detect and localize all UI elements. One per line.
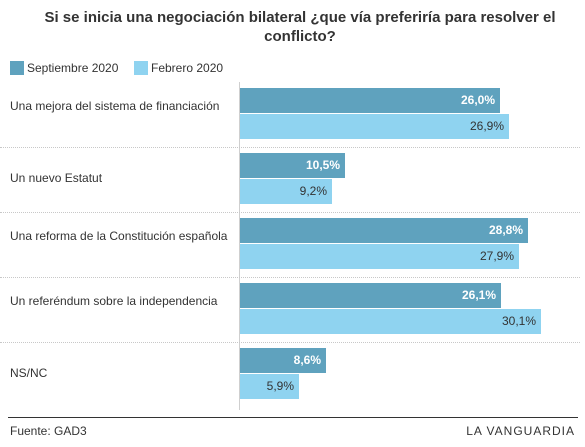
data-label-febrero-2020-un-nuevo-estatut: 9,2% [299,184,327,198]
category-separator [0,342,580,343]
bar-septiembre-2020-ns-nc: 8,6% [240,348,326,373]
data-label-febrero-2020-un-referendum-sobre-la-independencia: 30,1% [501,314,536,328]
bar-septiembre-2020-una-mejora-del-sistema-de-financiacion: 26,0% [240,88,500,113]
chart-title: Si se inicia una negociación bilateral ¿… [44,9,556,45]
bar-septiembre-2020-una-reforma-de-la-constitucion-espanola: 28,8% [240,218,528,243]
bar-febrero-2020-ns-nc: 5,9% [240,374,299,399]
footer-divider [8,417,578,418]
data-label-febrero-2020-una-mejora-del-sistema-de-financiacion: 26,9% [469,119,504,133]
category-separator [0,212,580,213]
source-note: Fuente: GAD3 [10,424,87,438]
data-label-septiembre-2020-ns-nc: 8,6% [293,353,321,367]
legend-item-septiembre-2020: Septiembre 2020 [10,60,118,76]
brand-logo-text: LA VANGUARDIA [466,424,575,438]
category-label-un-referendum-sobre-la-independencia: Un referéndum sobre la independencia [10,294,218,308]
legend-item-febrero-2020: Febrero 2020 [134,60,223,76]
bar-febrero-2020-un-referendum-sobre-la-independencia: 30,1% [240,309,541,334]
bar-febrero-2020-una-mejora-del-sistema-de-financiacion: 26,9% [240,114,509,139]
bar-febrero-2020-una-reforma-de-la-constitucion-espanola: 27,9% [240,244,519,269]
category-separator [0,277,580,278]
legend-swatch-febrero-2020 [134,61,148,75]
category-separator [0,147,580,148]
category-label-una-reforma-de-la-constitucion-espanola: Una reforma de la Constitución española [10,229,228,243]
bar-septiembre-2020-un-nuevo-estatut: 10,5% [240,153,345,178]
data-label-febrero-2020-ns-nc: 5,9% [266,379,294,393]
legend-label-febrero-2020: Febrero 2020 [151,61,224,75]
category-label-ns-nc: NS/NC [10,366,48,380]
legend-swatch-septiembre-2020 [10,61,24,75]
legend-label-septiembre-2020: Septiembre 2020 [27,61,119,75]
data-label-septiembre-2020-un-nuevo-estatut: 10,5% [305,158,340,172]
data-label-febrero-2020-una-reforma-de-la-constitucion-espanola: 27,9% [479,249,514,263]
data-label-septiembre-2020-un-referendum-sobre-la-independencia: 26,1% [461,288,496,302]
category-axis-line [239,82,240,410]
bar-febrero-2020-un-nuevo-estatut: 9,2% [240,179,332,204]
category-label-una-mejora-del-sistema-de-financiacion: Una mejora del sistema de financiación [10,99,220,113]
data-label-septiembre-2020-una-mejora-del-sistema-de-financiacion: 26,0% [460,93,495,107]
bar-septiembre-2020-un-referendum-sobre-la-independencia: 26,1% [240,283,501,308]
category-label-un-nuevo-estatut: Un nuevo Estatut [10,171,103,185]
data-label-septiembre-2020-una-reforma-de-la-constitucion-espanola: 28,8% [488,223,523,237]
